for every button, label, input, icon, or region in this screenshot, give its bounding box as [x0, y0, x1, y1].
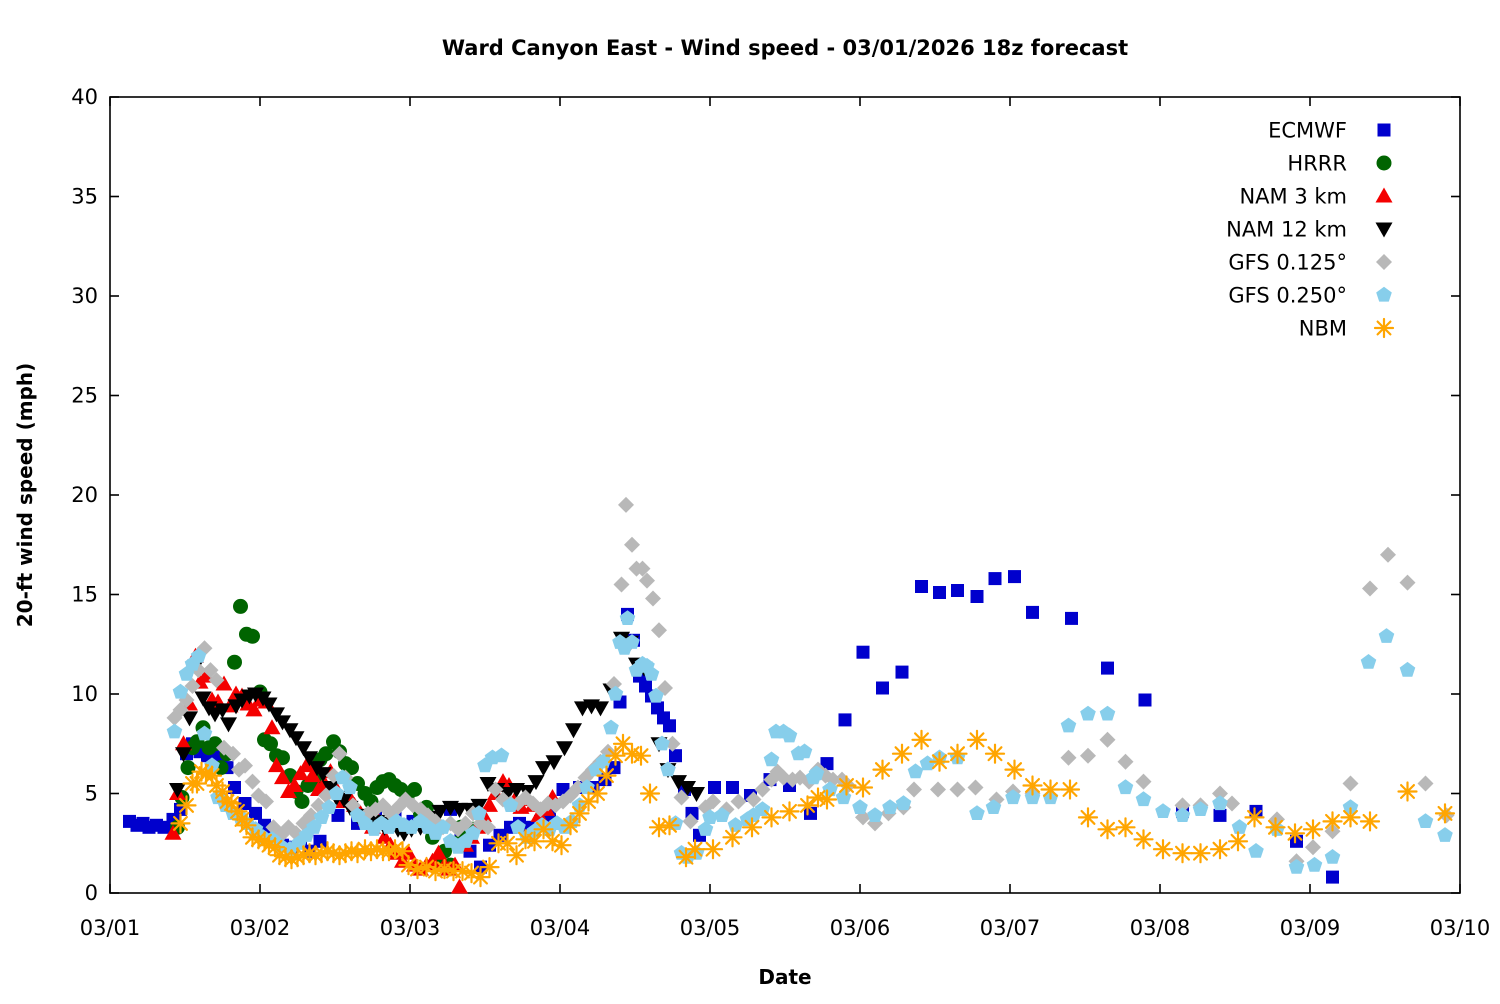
legend-label: NAM 3 km — [1239, 185, 1347, 209]
legend-label: HRRR — [1287, 152, 1347, 176]
legend-marker-pentagon-icon — [1376, 286, 1392, 302]
x-tick-label: 03/08 — [1130, 916, 1191, 940]
y-tick-label: 15 — [71, 583, 98, 607]
x-tick-label: 03/09 — [1280, 916, 1341, 940]
axes: 03/01 03/02 03/03 03/04 03/05 03/06 03/07 03/08… — [71, 85, 1490, 940]
y-axis-label: 20-ft wind speed (mph) — [13, 363, 37, 628]
legend-item-nam-3-km: NAM 3 km — [1239, 185, 1393, 209]
legend-marker-diamond-icon — [1376, 254, 1392, 270]
legend-marker-circle-icon — [1376, 155, 1392, 171]
x-tick-label: 03/10 — [1430, 916, 1491, 940]
series-gfs-0-250- — [166, 610, 1453, 874]
y-tick-label: 5 — [85, 782, 98, 806]
legend-label: NBM — [1299, 317, 1347, 341]
legend-label: ECMWF — [1268, 119, 1347, 143]
legend-marker-asterisk-icon — [1373, 317, 1395, 339]
legend-item-gfs-0-125-: GFS 0.125° — [1228, 251, 1392, 275]
x-tick-label: 03/07 — [980, 916, 1041, 940]
legend-label: NAM 12 km — [1226, 218, 1347, 242]
legend-marker-square-icon — [1377, 123, 1391, 137]
legend-item-nam-12-km: NAM 12 km — [1226, 218, 1393, 242]
y-tick-label: 0 — [85, 881, 98, 905]
series-nbm — [170, 729, 1456, 888]
legend-item-nbm: NBM — [1299, 317, 1395, 341]
legend-item-gfs-0-250-: GFS 0.250° — [1228, 284, 1392, 308]
legend: ECMWF HRRR NAM 3 km NAM 12 km GFS 0.125° GFS … — [1226, 119, 1395, 341]
legend-item-ecmwf: ECMWF — [1268, 119, 1391, 143]
y-tick-label: 10 — [71, 682, 98, 706]
x-tick-label: 03/03 — [380, 916, 441, 940]
legend-item-hrrr: HRRR — [1287, 152, 1392, 176]
y-tick-label: 20 — [71, 483, 98, 507]
legend-marker-triangle-up-icon — [1375, 187, 1393, 203]
x-tick-label: 03/06 — [830, 916, 891, 940]
data-points-layer — [123, 496, 1456, 894]
y-tick-label: 35 — [71, 185, 98, 209]
x-tick-label: 03/05 — [680, 916, 741, 940]
y-tick-label: 40 — [71, 85, 98, 109]
legend-label: GFS 0.125° — [1228, 251, 1347, 275]
x-tick-label: 03/01 — [80, 916, 141, 940]
chart-title: Ward Canyon East - Wind speed - 03/01/20… — [442, 36, 1128, 60]
x-axis-label: Date — [758, 965, 811, 989]
y-tick-label: 30 — [71, 284, 98, 308]
legend-label: GFS 0.250° — [1228, 284, 1347, 308]
legend-marker-triangle-down-icon — [1375, 222, 1393, 238]
y-tick-label: 25 — [71, 384, 98, 408]
x-tick-label: 03/02 — [230, 916, 291, 940]
x-tick-label: 03/04 — [530, 916, 591, 940]
